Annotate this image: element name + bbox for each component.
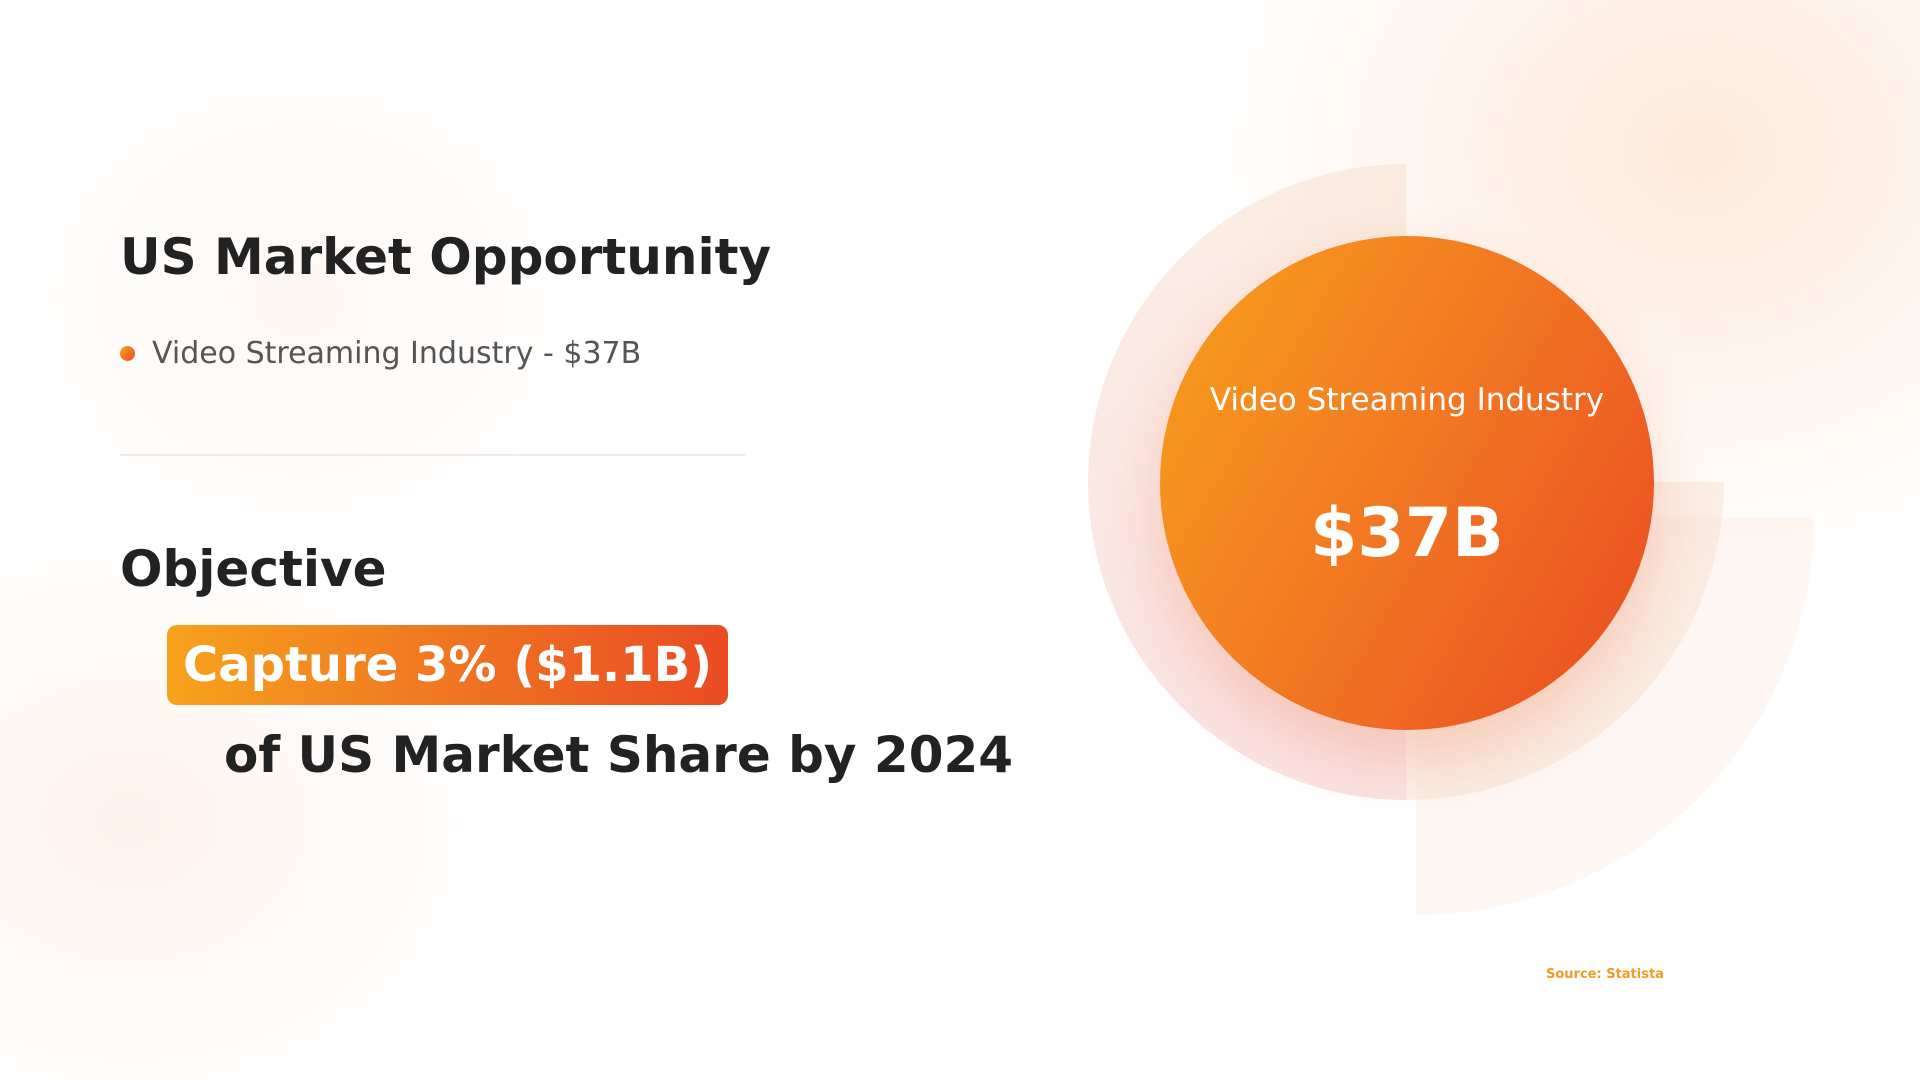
bullet-text: Video Streaming Industry - $37B	[152, 336, 642, 371]
bullet-dot-icon	[120, 346, 135, 361]
brand-logo-icon	[28, 1013, 69, 1050]
market-share-text: of US Market Share by 2024	[224, 726, 1014, 784]
bullet-item: Video Streaming Industry - $37B	[120, 336, 641, 371]
source-note: Source: Statista	[1546, 967, 1664, 982]
section-divider	[120, 454, 745, 456]
market-size-circle	[1160, 236, 1654, 730]
page-title: US Market Opportunity	[120, 228, 772, 286]
objective-title: Objective	[120, 540, 387, 598]
circle-value: $37B	[1310, 494, 1504, 573]
capture-highlight: Capture 3% ($1.1B)	[167, 625, 729, 705]
circle-label: Video Streaming Industry	[1209, 382, 1605, 418]
